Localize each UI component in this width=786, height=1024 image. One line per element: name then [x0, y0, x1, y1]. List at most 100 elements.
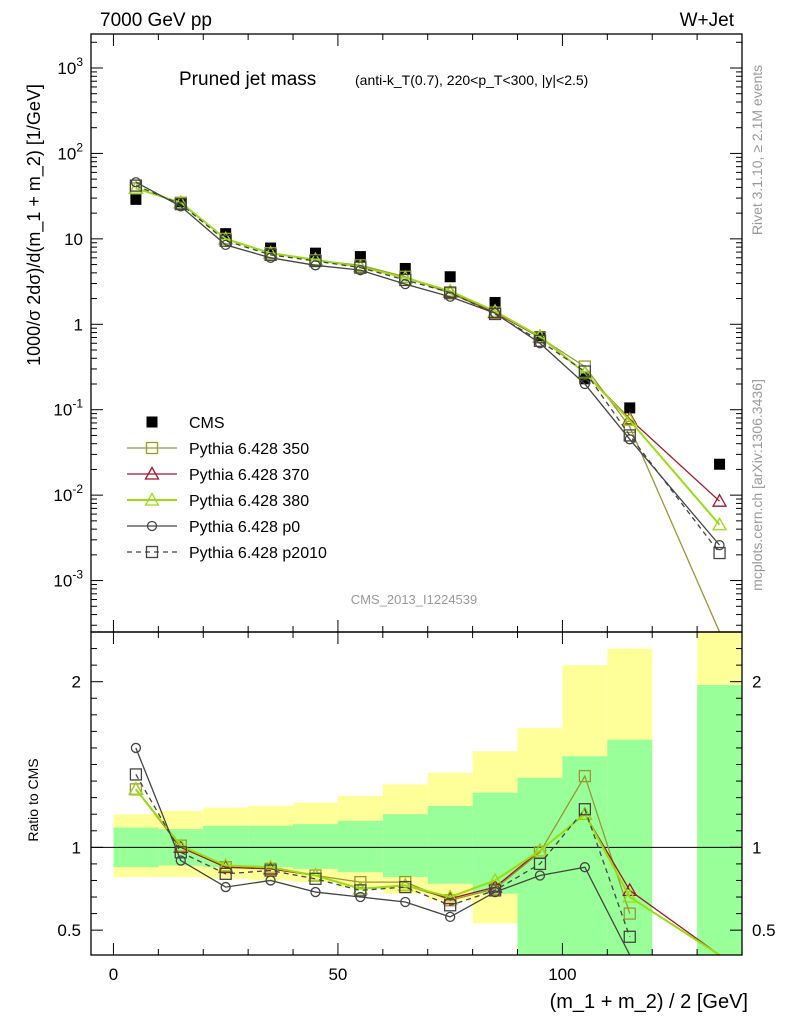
ratio-frame	[90, 631, 743, 956]
ratio-series-3	[130, 742, 631, 956]
data-point	[579, 378, 591, 390]
legend-entry: Pythia 6.428 p2010	[127, 545, 327, 562]
data-point	[354, 261, 367, 274]
ratio-point	[623, 907, 636, 920]
y-tick-label: 10-1	[53, 397, 83, 420]
data-point	[399, 262, 411, 274]
x-tick-label: 100	[548, 965, 576, 984]
y-tick-label: 103	[57, 55, 83, 78]
ratio-point	[623, 930, 636, 943]
ratio-series	[128, 742, 721, 956]
band-inner	[562, 756, 608, 955]
series-5	[129, 179, 726, 560]
y-tick-label: 10-3	[53, 568, 83, 591]
y-tick-exponent: 3	[76, 55, 83, 69]
legend-label: CMS	[189, 415, 225, 432]
y-tick-label: 1	[74, 315, 83, 334]
data-point	[352, 259, 368, 273]
y-tick-label: 10	[64, 230, 83, 249]
band-inner	[427, 805, 473, 884]
ratio-y-tick-label: 1	[72, 838, 81, 857]
ratio-point	[534, 870, 546, 881]
data-point	[579, 373, 591, 385]
data-point	[488, 307, 502, 321]
ratio-point	[400, 896, 411, 908]
ratio-point	[174, 846, 187, 859]
data-point	[577, 365, 593, 379]
data-point	[130, 193, 142, 205]
legend-entry: CMS	[146, 415, 225, 432]
data-point	[265, 252, 276, 263]
x-tick-label: 0	[109, 965, 118, 984]
band-inner	[382, 814, 428, 878]
legend-marker	[146, 416, 158, 428]
data-point	[397, 269, 413, 284]
data-point	[533, 334, 547, 347]
data-point	[219, 234, 232, 247]
band-inner	[472, 792, 518, 894]
header-right: W+Jet	[680, 10, 735, 31]
ratio-point	[354, 884, 367, 897]
legend-label: Pythia 6.428 370	[189, 467, 309, 484]
ratio-point	[445, 911, 456, 923]
ratio-y-tick-label-right: 0.5	[752, 921, 776, 940]
legend-marker	[144, 466, 160, 480]
side-label-rivet: Rivet 3.1.10, ≥ 2.1M events	[749, 65, 765, 235]
band-inner	[517, 777, 563, 955]
chart-subtitle: (anti-k_T(0.7), 220<p_T<300, |y|<2.5)	[355, 72, 588, 88]
ratio-point	[219, 867, 232, 880]
data-point	[714, 458, 726, 470]
ratio-point	[309, 872, 322, 885]
band-inner	[293, 824, 338, 869]
data-point	[714, 539, 725, 551]
ratio-point	[175, 855, 186, 866]
ratio-point	[352, 880, 368, 895]
ratio-y-tick-label: 2	[72, 673, 81, 692]
legend-entry: Pythia 6.428 380	[127, 492, 309, 510]
data-point	[174, 197, 187, 211]
ratio-point	[173, 837, 189, 852]
side-label-mcplots: mcplots.cern.ch [arXiv:1306.3436]	[749, 379, 765, 591]
data-point	[578, 365, 592, 378]
ratio-y-tick-label: 0.5	[57, 921, 81, 940]
ratio-point	[444, 899, 457, 912]
ratio-point	[129, 768, 143, 781]
data-point	[624, 402, 636, 414]
legend-label: Pythia 6.428 380	[189, 493, 309, 510]
data-point	[622, 412, 638, 427]
ratio-point	[489, 886, 501, 898]
series-4	[130, 177, 725, 551]
ratio-y-tick-label-right: 1	[752, 838, 761, 857]
ratio-point	[262, 859, 279, 873]
legend-label: Pythia 6.428 350	[189, 441, 309, 458]
ratio-point	[355, 891, 366, 903]
ratio-point	[128, 781, 144, 796]
data-point	[220, 239, 231, 251]
y-tick-exponent: 2	[76, 140, 83, 154]
ratio-point	[354, 875, 367, 889]
ratio-point	[533, 857, 547, 871]
data-point	[399, 273, 412, 287]
legend-marker	[145, 441, 159, 455]
ratio-point	[218, 857, 234, 872]
legend-entry: Pythia 6.428 350	[127, 441, 309, 458]
legend-marker	[145, 545, 159, 559]
series-line	[135, 185, 721, 554]
band-inner	[337, 820, 383, 873]
data-point	[444, 271, 456, 283]
series-line	[135, 187, 721, 526]
ratio-point	[578, 769, 592, 783]
ratio-point	[579, 862, 591, 873]
data-point	[711, 493, 728, 507]
data-point	[309, 254, 322, 268]
y-tick-exponent: -1	[72, 397, 83, 411]
x-tick-label: 50	[328, 965, 347, 984]
legend-entry: Pythia 6.428 p0	[127, 519, 300, 536]
chart-title: Pruned jet mass	[179, 69, 316, 90]
ratio-point	[578, 803, 592, 816]
ratio-line	[135, 747, 631, 956]
ratio-uncertainty-bands	[113, 632, 742, 955]
data-point	[713, 546, 726, 560]
ratio-point	[399, 880, 412, 894]
